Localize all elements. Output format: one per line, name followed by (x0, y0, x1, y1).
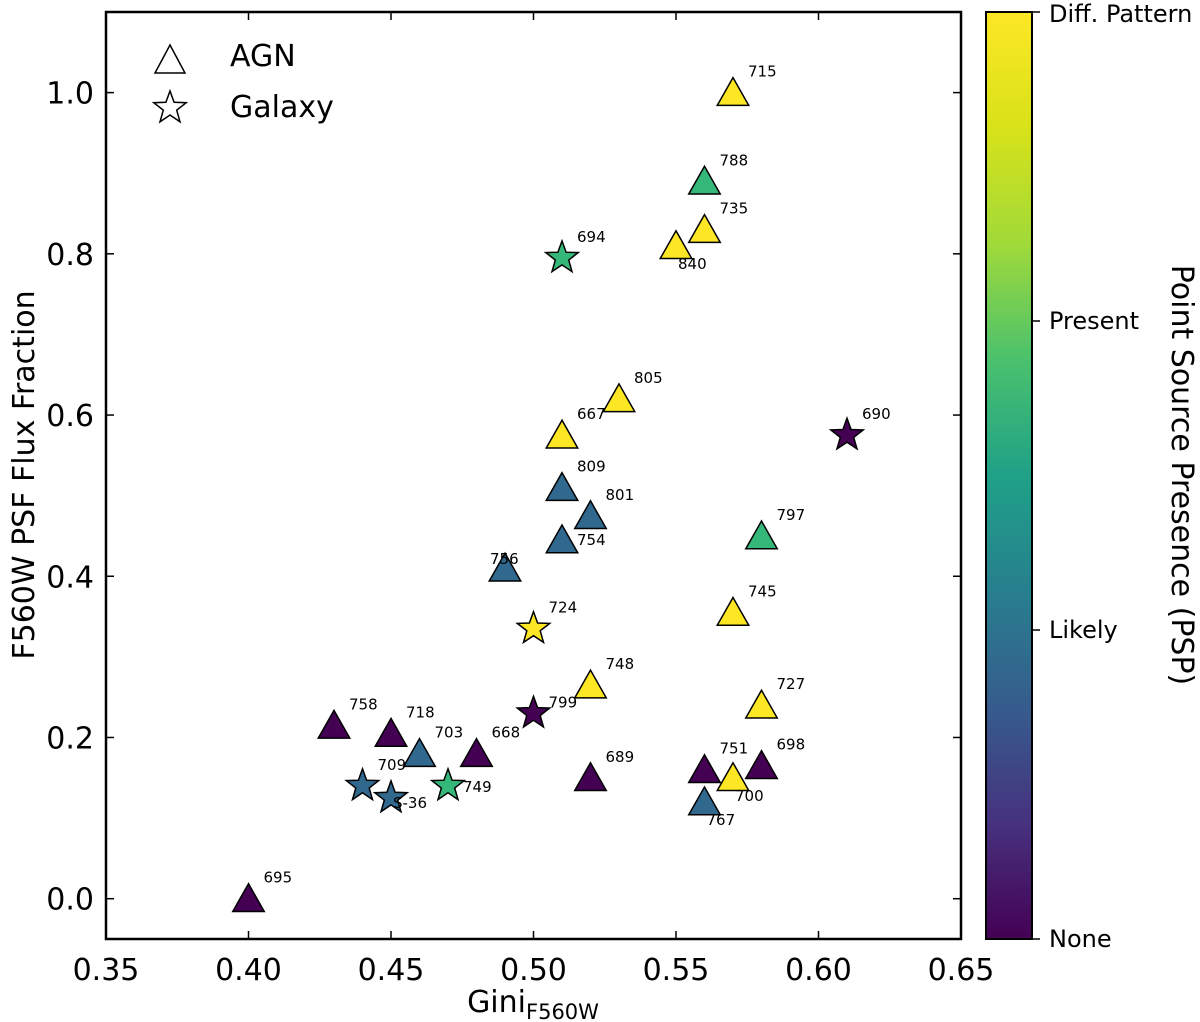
y-tick-label: 0.0 (46, 883, 94, 918)
x-axis-ticks: 0.35 0.40 0.45 0.50 0.55 0.60 0.65 (73, 12, 995, 988)
point-label: 694 (577, 228, 606, 246)
point-label: 724 (549, 599, 578, 617)
agn-point-805 (601, 382, 637, 413)
colorbar: None Likely Present Diff. Pattern Point Sou… (985, 0, 1199, 953)
x-tick-label: 0.55 (643, 953, 710, 988)
colorbar-tick-label: Diff. Pattern (1049, 0, 1192, 28)
x-tick-label: 0.50 (500, 953, 567, 988)
galaxy-point-749 (429, 766, 467, 802)
agn-point-840 (658, 229, 694, 260)
galaxy-point-724 (515, 609, 552, 645)
point-label: 805 (634, 369, 663, 387)
point-label: 700 (735, 787, 764, 805)
agn-point-715 (715, 76, 751, 107)
point-label: 690 (862, 405, 891, 423)
agn-point-751 (687, 753, 722, 784)
agn-point-801 (573, 499, 608, 530)
agn-point-788 (687, 164, 722, 195)
legend-label-agn: AGN (230, 39, 296, 74)
point-label: 758 (349, 695, 378, 713)
agn-point-695 (231, 882, 266, 913)
agn-point-767 (687, 785, 722, 816)
point-label: 667 (577, 405, 606, 423)
y-axis-ticks: 0.0 0.2 0.4 0.6 0.8 1.0 (46, 77, 961, 918)
point-label: 735 (720, 200, 749, 218)
agn-point-698 (744, 749, 779, 780)
agn-point-667 (544, 418, 580, 449)
x-axis-title-main: Gini (467, 985, 526, 1020)
agn-point-756 (487, 551, 523, 582)
point-label: 748 (606, 655, 635, 673)
point-label: 718 (406, 703, 435, 721)
point-label: 754 (577, 531, 606, 549)
point-label: S-36 (393, 794, 427, 812)
point-label: 727 (777, 675, 806, 693)
colorbar-title: Point Source Presence (PSP) (1164, 265, 1199, 686)
legend-triangle-marker (153, 43, 187, 74)
agn-point-735 (687, 213, 722, 244)
legend-label-galaxy: Galaxy (230, 90, 334, 125)
agn-point-758 (316, 708, 352, 739)
agn-point-700 (715, 761, 751, 792)
legend: AGN Galaxy (151, 39, 334, 125)
point-label: 788 (720, 151, 749, 169)
x-axis-title-subscript: F560W (526, 1000, 599, 1022)
agn-point-718 (373, 716, 409, 747)
galaxy-point-709 (344, 766, 381, 802)
agn-point-727 (744, 688, 779, 719)
legend-star-marker (151, 88, 189, 124)
x-tick-label: 0.40 (215, 953, 282, 988)
agn-point-745 (715, 596, 751, 627)
colorbar-ticks: None Likely Present Diff. Pattern (1032, 0, 1192, 953)
point-label: 809 (577, 458, 606, 476)
galaxy-point-690 (828, 416, 866, 451)
agn-point-797 (744, 519, 779, 550)
y-tick-label: 0.4 (46, 560, 94, 595)
agn-point-703 (402, 737, 437, 768)
galaxy-point-S-36 (372, 778, 410, 814)
y-tick-label: 0.6 (46, 399, 94, 434)
x-axis-title: GiniF560W (467, 985, 599, 1022)
point-label: 698 (777, 736, 806, 754)
agn-point-754 (544, 523, 580, 554)
point-label: 799 (549, 693, 578, 711)
x-tick-label: 0.45 (358, 953, 425, 988)
y-axis-title: F560W PSF Flux Fraction (7, 290, 42, 659)
data-points (231, 76, 866, 913)
point-label: 703 (435, 724, 464, 742)
agn-point-668 (459, 737, 494, 768)
point-label: 756 (490, 550, 519, 568)
colorbar-tick-label: None (1049, 925, 1112, 953)
colorbar-tick-label: Present (1049, 307, 1139, 335)
colorbar-tick-label: Likely (1049, 616, 1118, 644)
plot-area (104, 10, 963, 941)
point-label: 840 (678, 255, 707, 273)
galaxy-point-694 (543, 238, 581, 274)
point-label: 749 (463, 778, 492, 796)
y-tick-label: 0.2 (46, 721, 94, 756)
point-label: 668 (492, 724, 521, 742)
point-label: 709 (378, 756, 407, 774)
point-label: 767 (707, 811, 736, 829)
galaxy-point-799 (515, 694, 552, 729)
x-tick-label: 0.60 (785, 953, 852, 988)
x-tick-label: 0.35 (73, 953, 140, 988)
x-tick-label: 0.65 (928, 953, 995, 988)
point-label: 689 (606, 748, 635, 766)
point-label: 695 (264, 869, 293, 887)
y-tick-label: 0.8 (46, 238, 94, 273)
y-tick-label: 1.0 (46, 77, 94, 112)
point-label: 745 (748, 583, 777, 601)
agn-point-748 (573, 668, 608, 699)
point-label: 751 (720, 740, 749, 758)
point-label: 797 (777, 506, 806, 524)
point-label: 801 (606, 486, 635, 504)
point-label: 715 (748, 63, 777, 81)
agn-point-809 (544, 471, 580, 502)
colorbar-gradient (985, 11, 1033, 940)
agn-point-689 (573, 761, 608, 792)
